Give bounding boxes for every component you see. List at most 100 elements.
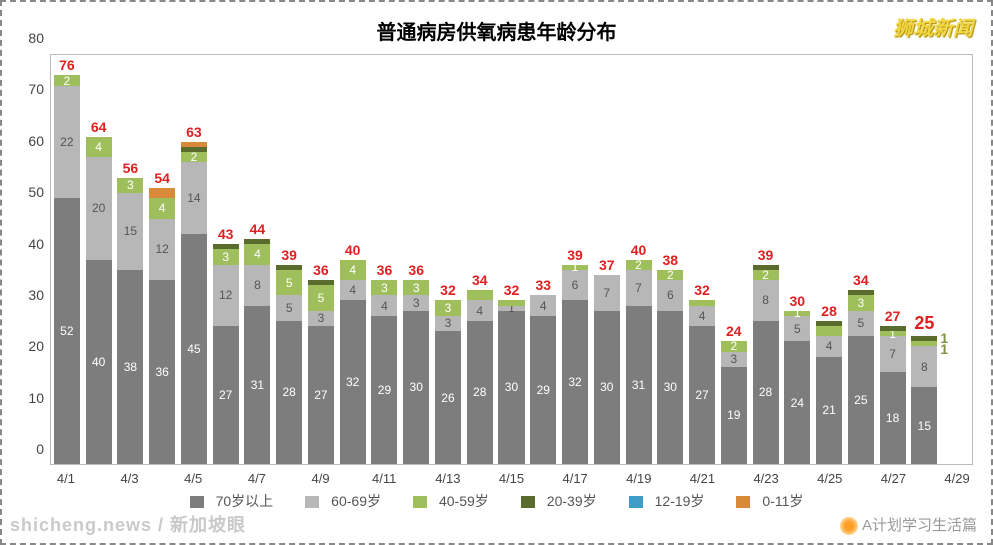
total-label: 56 (117, 160, 143, 176)
bar-segment: 2 (181, 152, 207, 162)
segment-label: 31 (244, 379, 270, 391)
segment-label: 4 (149, 202, 175, 214)
bar-segment: 2 (657, 270, 683, 280)
segment-label: 8 (244, 279, 270, 291)
bar-segment: 1 (880, 331, 906, 336)
y-tick: 60 (28, 133, 44, 149)
bar-segment: 14 (181, 162, 207, 234)
watermark-br-text: A计划学习生活篇 (862, 517, 977, 534)
bar: 303336 (403, 280, 429, 464)
bar: 27432 (689, 300, 715, 464)
segment-label: 2 (54, 75, 80, 87)
segment-label: 8 (753, 294, 779, 306)
total-label: 44 (244, 221, 270, 237)
chart-container: 普通病房供氧病患年龄分布 狮城新闻 01020304050607080 5222… (0, 0, 993, 545)
segment-label: 29 (371, 384, 397, 396)
segment-label: 7 (626, 282, 652, 294)
bar-segment: 1 (784, 311, 810, 316)
total-label: 36 (371, 262, 397, 278)
bar-segment (181, 142, 207, 147)
bar: 4514263 (181, 142, 207, 464)
bar-segment: 12 (149, 219, 175, 280)
bar-segment: 28 (467, 321, 493, 464)
y-tick: 50 (28, 184, 44, 200)
bar-segment (498, 300, 524, 305)
legend-item: 40-59岁 (405, 493, 497, 509)
bar-segment: 6 (657, 280, 683, 311)
x-tick: 4/15 (499, 471, 524, 486)
x-tick: 4/25 (817, 471, 842, 486)
bar-segment: 40 (86, 260, 112, 464)
segment-label: 21 (816, 404, 842, 416)
bar: 1582511 (911, 336, 937, 464)
bar-segment: 24 (784, 341, 810, 464)
segment-label: 5 (848, 317, 874, 329)
wechat-icon (840, 517, 858, 535)
segment-label: 19 (721, 409, 747, 421)
bar-segment: 15 (911, 387, 937, 464)
bar-segment (181, 147, 207, 152)
bar: 28434 (467, 290, 493, 464)
segment-label: 52 (54, 325, 80, 337)
bar: 317240 (626, 260, 652, 465)
segment-label: 28 (467, 386, 493, 398)
bar: 285539 (276, 265, 302, 464)
segment-label: 4 (340, 264, 366, 276)
total-label: 24 (721, 323, 747, 339)
total-label: 33 (530, 277, 556, 293)
total-label: 40 (340, 242, 366, 258)
side-label: 1 (937, 341, 948, 357)
total-label: 54 (149, 170, 175, 186)
bar-segment (753, 265, 779, 270)
segment-label: 22 (54, 136, 80, 148)
bars-layer: 5222276402046438153563612454451426327123… (51, 55, 972, 464)
bar: 193224 (721, 341, 747, 464)
segment-label: 28 (753, 386, 779, 398)
segment-label: 40 (86, 356, 112, 368)
bar-segment: 4 (689, 306, 715, 326)
segment-label: 26 (435, 392, 461, 404)
bar-segment: 30 (498, 311, 524, 464)
bar-segment: 7 (880, 336, 906, 372)
legend-swatch (521, 496, 535, 508)
bar: 30132 (498, 300, 524, 464)
bar-segment: 15 (117, 193, 143, 270)
total-label: 43 (213, 226, 239, 242)
total-label: 38 (657, 252, 683, 268)
legend-item: 0-11岁 (728, 493, 811, 509)
segment-label: 4 (689, 310, 715, 322)
segment-label: 30 (498, 381, 524, 393)
bar-segment: 21 (816, 357, 842, 464)
segment-label: 4 (340, 284, 366, 296)
bar-segment: 32 (340, 300, 366, 464)
bar-segment: 52 (54, 198, 80, 464)
bar-segment: 2 (721, 341, 747, 351)
y-tick: 0 (36, 441, 44, 457)
bar: 255334 (848, 290, 874, 464)
bar-segment: 4 (149, 198, 175, 218)
segment-label: 27 (213, 389, 239, 401)
x-tick: 4/29 (944, 471, 969, 486)
bar-segment: 27 (689, 326, 715, 464)
bar: 21428 (816, 321, 842, 464)
bar-segment (276, 265, 302, 270)
segment-label: 4 (816, 340, 842, 352)
y-axis: 01020304050607080 (10, 54, 48, 465)
bar-segment: 8 (753, 280, 779, 321)
total-label: 64 (86, 119, 112, 135)
total-label: 27 (880, 308, 906, 324)
segment-label: 32 (340, 376, 366, 388)
bar-segment: 28 (276, 321, 302, 464)
bar-segment: 19 (721, 367, 747, 464)
bar-segment (848, 290, 874, 295)
bar: 263332 (435, 300, 461, 464)
segment-label: 3 (371, 282, 397, 294)
segment-label: 32 (562, 376, 588, 388)
bar-segment: 3 (435, 316, 461, 331)
segment-label: 1 (784, 307, 810, 319)
chart-title: 普通病房供氧病患年龄分布 (6, 6, 987, 51)
legend-item: 60-69岁 (297, 493, 389, 509)
segment-label: 3 (848, 297, 874, 309)
bar: 324440 (340, 260, 366, 465)
watermark-bottom-left: shicheng.news / 新加坡眼 (10, 511, 246, 537)
